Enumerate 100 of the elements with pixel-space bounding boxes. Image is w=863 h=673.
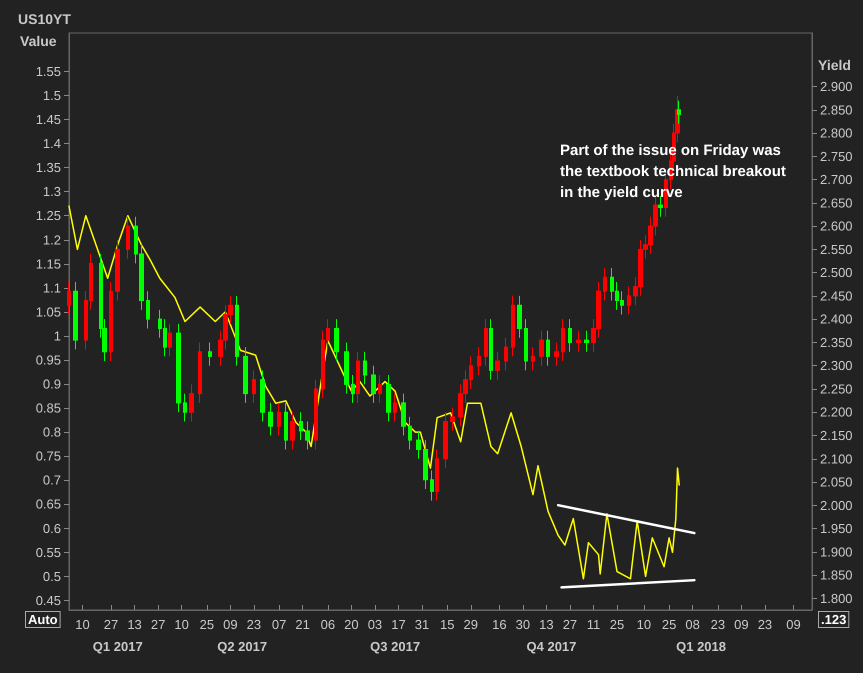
candlestick: [477, 346, 481, 376]
y-tick-label: 0.45: [36, 592, 61, 608]
y2-tick-label: 1.900: [820, 544, 853, 560]
y-tick-label: 1.1: [42, 280, 61, 296]
y-tick-label: 1.2: [42, 232, 61, 248]
candlestick: [176, 323, 181, 413]
x-tick-label: 21: [295, 617, 310, 632]
candlestick: [290, 412, 295, 450]
candlestick: [554, 342, 559, 366]
y-tick-label: 1.15: [36, 256, 61, 272]
candlestick: [146, 290, 150, 329]
x2-tick-label: Q1 2018: [676, 639, 726, 654]
x-tick-label: 29: [464, 617, 478, 632]
x-tick-label: 08: [685, 617, 700, 632]
candlestick: [443, 412, 448, 469]
candlestick: [284, 402, 288, 450]
candlestick: [260, 370, 265, 422]
y2-tick-label: 2.450: [820, 288, 853, 304]
y2-tick-label: 1.950: [820, 521, 853, 536]
y-tick-label: 0.7: [42, 472, 61, 488]
candlestick: [208, 342, 212, 366]
candlestick: [235, 295, 239, 366]
x-tick-label: 03: [368, 617, 382, 632]
chart-title: US10YT: [18, 11, 72, 27]
x2-tick-label: Q1 2017: [92, 639, 143, 654]
candlestick: [252, 370, 256, 404]
x-tick-label: 10: [75, 617, 90, 632]
candlestick: [627, 286, 631, 316]
y2-axis-title: Yield: [818, 57, 851, 73]
y2-tick-label: 2.150: [820, 428, 853, 444]
candlestick: [351, 374, 355, 404]
y2-tick-label: 2.750: [820, 148, 853, 164]
candlestick: [450, 407, 455, 432]
y-tick-label: 0.8: [42, 424, 61, 440]
candlestick: [109, 281, 113, 362]
y-tick-label: 0.65: [36, 496, 61, 512]
candlestick: [67, 281, 71, 316]
candlestick: [356, 351, 360, 404]
candlestick: [524, 318, 528, 371]
y2-tick-label: 2.850: [820, 102, 853, 118]
y2-tick-label: 2.200: [820, 404, 853, 420]
x2-tick-label: Q3 2017: [370, 639, 420, 654]
candlestick: [126, 216, 130, 260]
x-tick-label: 25: [610, 617, 624, 632]
candlestick: [430, 470, 434, 502]
y2-tick-label: 2.100: [820, 451, 853, 466]
candlestick: [539, 330, 544, 366]
x-tick-label: 27: [150, 617, 166, 632]
x-tick-label: 30: [516, 617, 530, 632]
y-tick-label: 0.55: [36, 544, 61, 560]
x-tick-label: 09: [734, 617, 749, 632]
x-tick-label: 25: [200, 617, 214, 632]
x-tick-label: 23: [710, 617, 726, 632]
y2-tick-label: 2.700: [820, 172, 853, 188]
x-tick-label: 16: [492, 617, 507, 632]
candlestick: [603, 267, 607, 302]
x-tick-label: 13: [539, 617, 554, 632]
y-tick-label: 1.4: [42, 136, 61, 152]
y2-tick-label: 2.900: [820, 79, 853, 94]
y-tick-label: 1: [54, 328, 61, 344]
candlestick: [334, 318, 339, 362]
candlestick: [504, 337, 508, 371]
y2-tick-label: 2.400: [820, 312, 853, 327]
y2-tick-label: 2.000: [820, 498, 853, 513]
candlestick: [584, 330, 589, 352]
y-axis-title: Value: [20, 33, 57, 49]
candlestick: [115, 240, 120, 302]
candlestick: [576, 330, 581, 352]
y2-tick-label: 2.250: [820, 381, 853, 396]
candlestick: [484, 318, 488, 366]
x-tick-label: 17: [391, 617, 406, 632]
x-tick-label: 27: [104, 617, 118, 632]
candlestick: [531, 346, 535, 371]
candlestick: [243, 346, 248, 404]
candlestick: [561, 318, 565, 362]
x2-tick-label: Q2 2017: [217, 639, 268, 654]
candlestick: [568, 318, 572, 352]
y-tick-label: 0.75: [36, 448, 61, 464]
y2-tick-label: 2.350: [820, 334, 853, 350]
candlestick: [198, 342, 202, 404]
candlestick: [517, 295, 522, 338]
y-tick-label: 1.45: [36, 112, 61, 128]
candlestick: [268, 402, 273, 436]
candlestick: [416, 430, 421, 460]
y-tick-label: 1.5: [42, 88, 61, 104]
y-tick-label: 0.9: [42, 376, 61, 392]
y-tick-label: 0.85: [36, 400, 61, 416]
candlestick: [546, 330, 550, 366]
x-tick-label: 20: [344, 617, 359, 632]
candlestick: [183, 393, 187, 422]
line-series: [68, 205, 680, 580]
y2-tick-label: 2.500: [820, 265, 853, 280]
candlestick: [363, 351, 367, 385]
y2-tick-label: 2.650: [820, 195, 853, 210]
candlestick: [299, 412, 303, 441]
candlestick: [393, 393, 397, 422]
y2-tick-label: 2.300: [820, 358, 853, 374]
x-tick-label: 11: [586, 617, 600, 632]
x-tick-label: 23: [758, 617, 772, 632]
x-tick-label: 15: [440, 617, 454, 632]
